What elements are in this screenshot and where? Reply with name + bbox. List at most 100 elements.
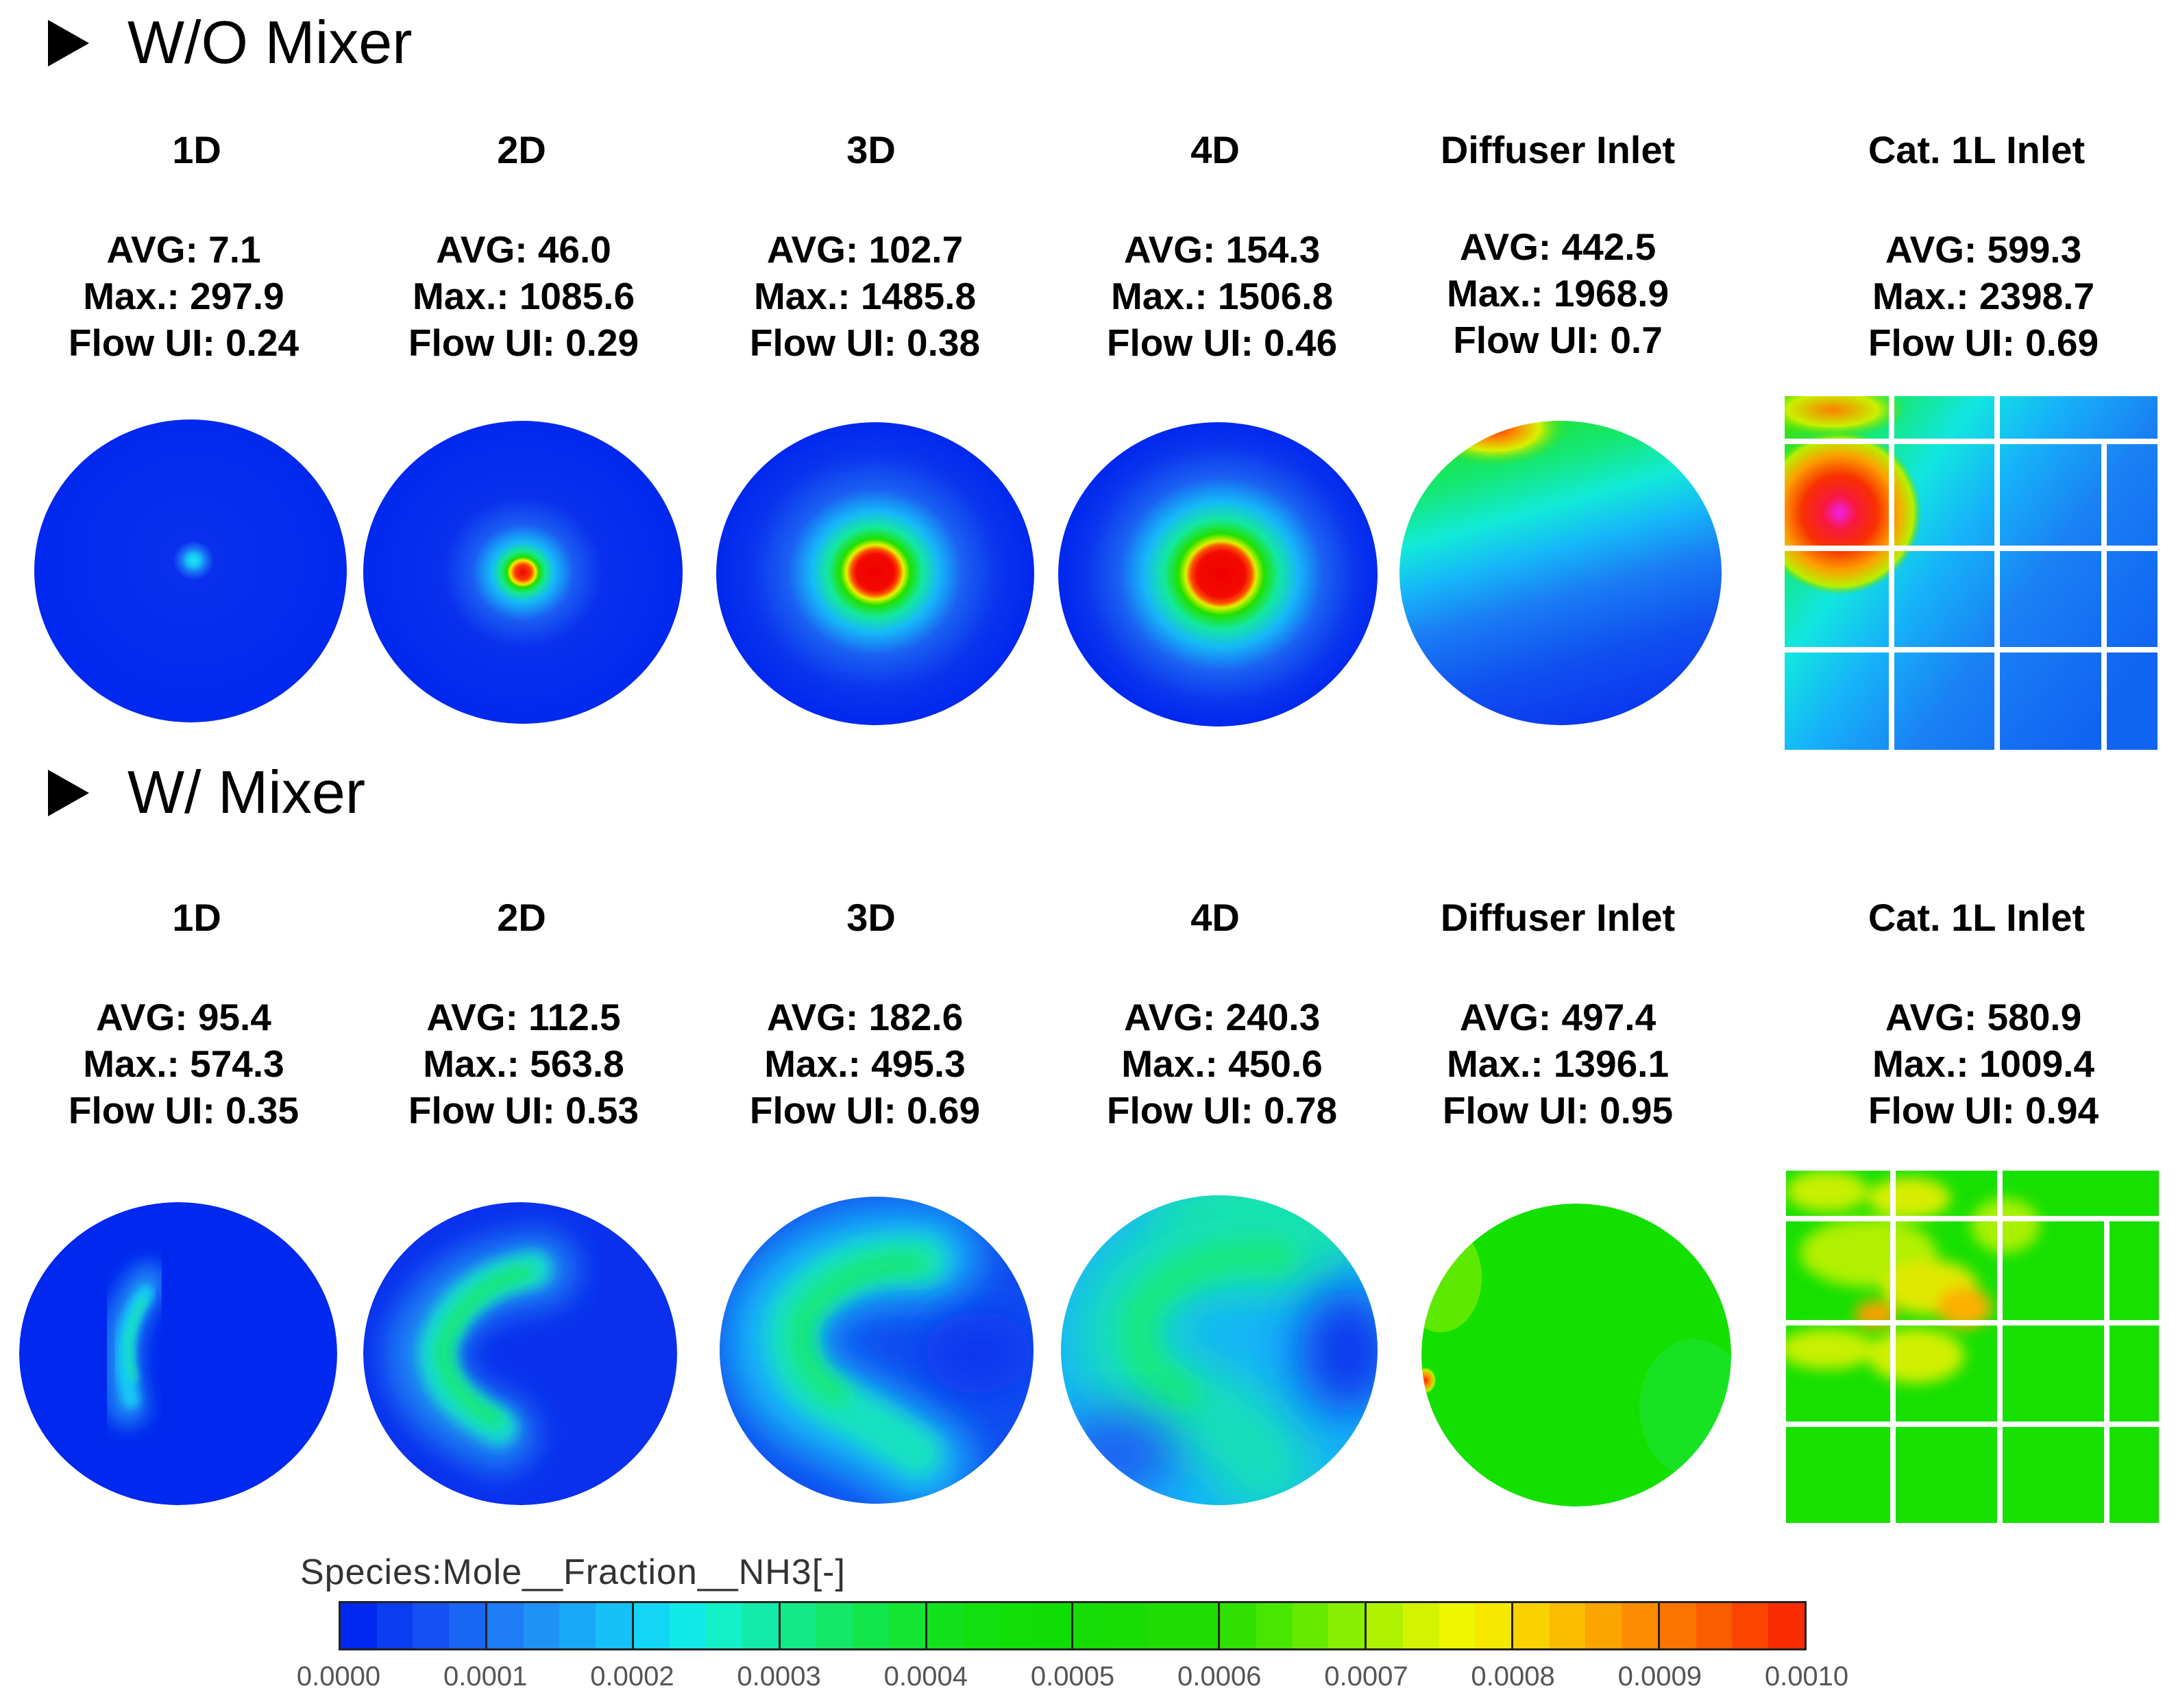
max-value: Max.: 450.6	[1121, 1042, 1323, 1085]
flow-ui-value: Flow UI: 0.69	[749, 1089, 981, 1132]
contour-plot-4d-with-mixer	[1061, 1195, 1378, 1505]
contour-plot-2d-with-mixer	[363, 1202, 677, 1505]
column-head: 4D	[1190, 896, 1240, 939]
avg-value: AVG: 580.9	[1885, 996, 2082, 1038]
contour-plot-2d-without-mixer	[363, 421, 683, 724]
legend-color-segment	[1328, 1603, 1367, 1648]
flow-ui-value: Flow UI: 0.35	[68, 1089, 299, 1132]
legend-color-segment	[1439, 1603, 1476, 1648]
max-value: Max.: 2398.7	[1872, 275, 2095, 317]
stats-block: AVG: 112.5 Max.: 563.8 Flow UI: 0.53	[332, 994, 716, 1134]
stats-block: AVG: 580.9 Max.: 1009.4 Flow UI: 0.94	[1792, 994, 2175, 1134]
max-value: Max.: 495.3	[764, 1042, 966, 1085]
column-head: Cat. 1L Inlet	[1868, 128, 2086, 171]
max-value: Max.: 1396.1	[1446, 1042, 1670, 1085]
flow-ui-value: Flow UI: 0.53	[408, 1089, 639, 1132]
legend-tick-label: 0.0009	[1617, 1661, 1702, 1692]
legend-tick-label: 0.0007	[1324, 1661, 1408, 1692]
legend-color-segment	[1513, 1603, 1550, 1648]
stats-block: AVG: 95.4 Max.: 574.3 Flow UI: 0.35	[0, 994, 376, 1134]
stats-block: AVG: 7.1 Max.: 297.9 Flow UI: 0.24	[0, 226, 376, 366]
legend-tick-label: 0.0010	[1764, 1661, 1849, 1692]
avg-value: AVG: 599.3	[1885, 228, 2082, 271]
section-title-with-mixer: W/ Mixer	[48, 762, 365, 822]
legend-color-segment	[413, 1603, 450, 1648]
column-head: 1D	[172, 896, 221, 939]
legend-color-segment	[1145, 1603, 1182, 1648]
avg-value: AVG: 182.6	[766, 996, 964, 1038]
max-value: Max.: 1009.4	[1872, 1042, 2095, 1085]
legend-color-segment	[1292, 1603, 1329, 1648]
legend-color-segment	[596, 1603, 634, 1648]
contour-plot-diffuser-inlet-without-mixer	[1399, 421, 1722, 725]
legend-color-segment	[1367, 1603, 1403, 1648]
max-value: Max.: 1506.8	[1110, 275, 1334, 317]
legend-color-segment	[670, 1603, 707, 1648]
flow-ui-value: Flow UI: 0.95	[1442, 1089, 1674, 1132]
avg-value: AVG: 240.3	[1123, 996, 1321, 1038]
legend-color-segment	[1622, 1603, 1660, 1648]
legend-color-segment	[927, 1603, 964, 1648]
avg-value: AVG: 442.5	[1459, 225, 1657, 268]
legend-color-segment	[523, 1603, 560, 1648]
triangle-bullet-icon	[48, 769, 89, 816]
legend-color-segment	[1549, 1603, 1586, 1648]
flow-ui-value: Flow UI: 0.29	[408, 321, 639, 364]
contour-plot-cat-1l-inlet-with-mixer	[1786, 1171, 2159, 1523]
column-head: 3D	[846, 896, 896, 939]
avg-value: AVG: 154.3	[1123, 228, 1321, 271]
stats-block: AVG: 599.3 Max.: 2398.7 Flow UI: 0.69	[1792, 226, 2175, 366]
contour-plot-cat-1l-inlet-without-mixer	[1785, 396, 2157, 750]
column-head: 2D	[497, 896, 546, 939]
legend-tick-label: 0.0002	[590, 1661, 674, 1692]
legend-color-segment	[963, 1603, 999, 1648]
avg-value: AVG: 95.4	[96, 996, 271, 1038]
legend-color-segment	[1073, 1603, 1110, 1648]
stats-block: AVG: 497.4 Max.: 1396.1 Flow UI: 0.95	[1366, 994, 1750, 1134]
section-title-without-mixer: W/O Mixer	[48, 12, 413, 73]
max-value: Max.: 1085.6	[412, 275, 635, 317]
contour-plot-diffuser-inlet-with-mixer	[1421, 1204, 1731, 1506]
contour-plot-3d-without-mixer	[716, 422, 1034, 725]
avg-value: AVG: 112.5	[426, 996, 621, 1038]
legend-color-segment	[742, 1603, 781, 1648]
legend-tick-label: 0.0008	[1471, 1661, 1555, 1692]
legend-color-segment	[1475, 1603, 1513, 1648]
stats-block: AVG: 46.0 Max.: 1085.6 Flow UI: 0.29	[332, 226, 716, 366]
legend-color-segment	[853, 1603, 889, 1648]
legend-color-segment	[633, 1603, 670, 1648]
legend-color-segment	[999, 1603, 1036, 1648]
legend-color-segment	[1182, 1603, 1221, 1648]
legend-color-segment	[1768, 1603, 1805, 1648]
legend-color-segment	[487, 1603, 524, 1648]
legend-color-segment	[706, 1603, 742, 1648]
legend-tick-label: 0.0004	[883, 1661, 968, 1692]
column-head: 3D	[846, 128, 896, 171]
legend-color-segment	[1402, 1603, 1439, 1648]
stats-block: AVG: 240.3 Max.: 450.6 Flow UI: 0.78	[1030, 994, 1414, 1134]
legend-color-segment	[1585, 1603, 1622, 1648]
legend-tick-label: 0.0003	[737, 1661, 821, 1692]
legend-color-segment	[449, 1603, 487, 1648]
legend-tick-label: 0.0005	[1030, 1661, 1115, 1692]
stats-block: AVG: 154.3 Max.: 1506.8 Flow UI: 0.46	[1030, 226, 1414, 366]
legend-color-segment	[1256, 1603, 1293, 1648]
max-value: Max.: 1485.8	[753, 275, 977, 317]
legend-title: Species:Mole__Fraction__NH3[-]	[300, 1552, 846, 1592]
legend-color-segment	[1696, 1603, 1733, 1648]
column-head: Cat. 1L Inlet	[1868, 896, 2086, 939]
flow-ui-value: Flow UI: 0.38	[749, 321, 981, 364]
avg-value: AVG: 7.1	[106, 228, 261, 271]
stats-block: AVG: 102.7 Max.: 1485.8 Flow UI: 0.38	[673, 226, 1057, 366]
column-head: 1D	[172, 128, 221, 171]
column-head: 2D	[497, 128, 546, 171]
flow-ui-value: Flow UI: 0.69	[1868, 321, 2099, 364]
contour-plot-1d-without-mixer	[34, 419, 347, 722]
legend-color-segment	[1110, 1603, 1146, 1648]
column-head: Diffuser Inlet	[1440, 896, 1676, 939]
legend-color-segment	[1035, 1603, 1074, 1648]
legend-color-segment	[1220, 1603, 1256, 1648]
contour-plot-4d-without-mixer	[1058, 422, 1378, 727]
legend-color-segment	[780, 1603, 817, 1648]
contour-plot-3d-with-mixer	[720, 1197, 1034, 1504]
